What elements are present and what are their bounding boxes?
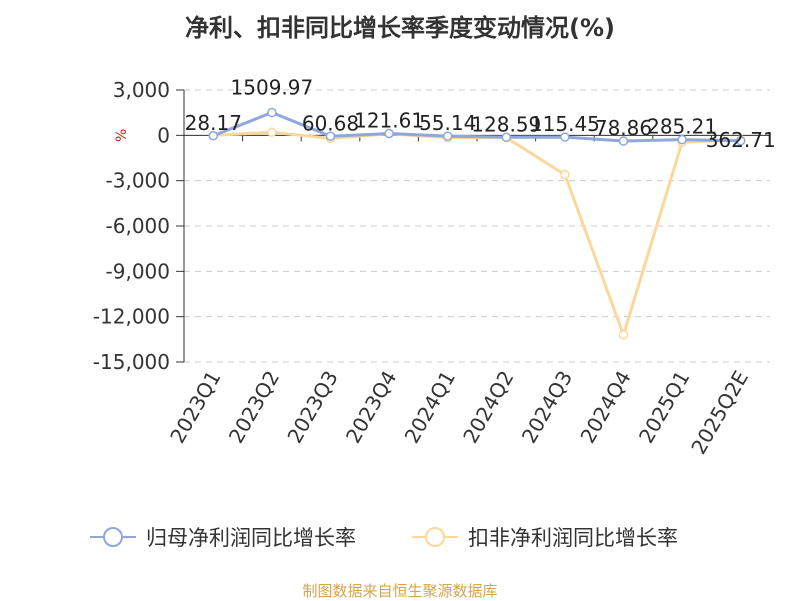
y-axis-label: % (114, 129, 130, 142)
data-label: 78.86 (595, 116, 652, 140)
data-label: 60.68 (302, 111, 359, 135)
data-point-0 (208, 131, 219, 141)
data-label: 1509.97 (231, 76, 314, 100)
legend-marker-deducted-profit-icon (412, 527, 458, 547)
data-label: 285.21 (647, 115, 717, 139)
data-label: 362.71 (706, 128, 776, 152)
data-label: 128.59 (471, 112, 541, 136)
data-point-0 (677, 134, 687, 145)
x-tick-label: 2024Q2 (458, 367, 518, 448)
data-point-0 (560, 132, 570, 142)
series (208, 107, 746, 340)
x-tick-label: 2024Q4 (575, 367, 635, 448)
source-note: 制图数据来自恒生聚源数据库 (302, 582, 498, 600)
data-point-1 (267, 127, 277, 138)
y-tick-label: -9,000 (106, 259, 170, 283)
legend-label-net-profit: 归母净利润同比增长率 (146, 526, 356, 550)
data-labels: 28.17 1509.97 60.68121.6155.14128.59115.45… (185, 76, 776, 152)
x-tick-label: 2025Q2E (686, 367, 753, 459)
series-line-1 (213, 130, 741, 337)
data-point-0 (442, 131, 453, 141)
data-point-0 (384, 128, 394, 139)
y-tick-label: 0 (157, 123, 170, 147)
data-point-0 (325, 131, 336, 142)
x-tick-label: 2023Q1 (165, 367, 225, 448)
legend-item-net-profit[interactable]: 归母净利润同比增长率 (90, 522, 356, 552)
data-point-0 (735, 136, 746, 146)
x-tick-label: 2023Q2 (224, 367, 284, 448)
x-tick-label: 2024Q3 (517, 367, 577, 448)
x-tick-label: 2024Q1 (400, 367, 460, 448)
legend-item-deducted-profit[interactable]: 扣非净利润同比增长率 (412, 522, 678, 552)
legend-label-deducted-profit: 扣非净利润同比增长率 (468, 526, 678, 550)
chart-title: 净利、扣非同比增长率季度变动情况(%) (185, 14, 615, 42)
series-line-0 (212, 111, 741, 143)
y-tick-label: -3,000 (106, 169, 170, 193)
x-tick-label: 2023Q4 (341, 367, 401, 448)
y-tick-label: 3,000 (113, 78, 170, 102)
data-point-1 (618, 330, 629, 340)
data-label: 28.17 (185, 111, 242, 135)
x-tick-label: 2023Q3 (282, 367, 342, 448)
y-tick-label: -15,000 (93, 350, 170, 374)
legend-marker-net-profit-icon (90, 527, 136, 547)
y-tick-label: -6,000 (106, 214, 170, 238)
data-point-0 (618, 136, 629, 146)
data-point-0 (267, 107, 277, 118)
data-label: 115.45 (530, 112, 600, 136)
data-point-1 (560, 169, 570, 180)
data-point-0 (501, 132, 512, 143)
y-tick-label: -12,000 (93, 305, 170, 329)
x-tick-label: 2025Q1 (634, 367, 694, 448)
data-label: 121.61 (354, 108, 424, 132)
data-label: 55.14 (419, 111, 476, 135)
